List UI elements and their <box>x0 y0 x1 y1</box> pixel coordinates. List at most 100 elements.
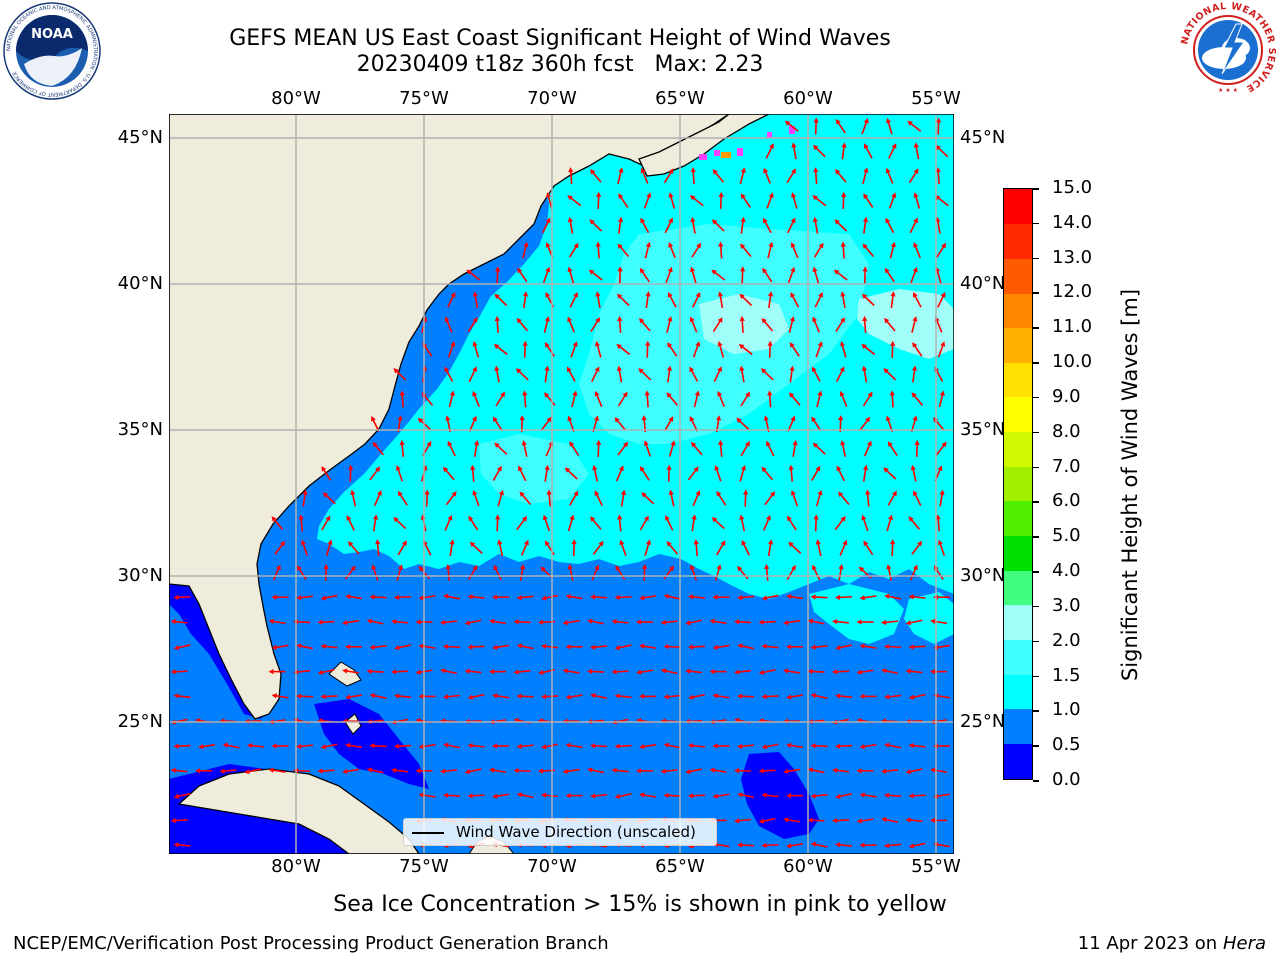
colorbar-tick-mark <box>1033 675 1039 678</box>
wave-direction-arrow <box>911 365 918 383</box>
wave-direction-arrow <box>546 192 553 209</box>
wave-direction-arrow <box>938 390 945 408</box>
wave-direction-arrow <box>913 292 922 308</box>
wave-direction-arrow <box>541 643 559 650</box>
wave-direction-arrow <box>908 644 926 650</box>
wave-direction-arrow <box>617 441 629 456</box>
colorbar-segment <box>1004 431 1032 467</box>
wave-direction-arrow <box>810 693 828 699</box>
wave-direction-arrow <box>344 565 356 580</box>
wave-direction-arrow <box>692 341 701 358</box>
wave-direction-arrow <box>513 669 531 675</box>
wave-direction-arrow <box>835 594 853 600</box>
colorbar-tick-label: 15.0 <box>1052 177 1093 198</box>
colorbar-tick-label: 2.0 <box>1052 629 1081 651</box>
wave-direction-arrow <box>861 514 869 532</box>
wave-direction-arrow <box>881 619 899 625</box>
wave-direction-arrow <box>734 669 752 675</box>
colorbar-segment <box>1004 639 1032 675</box>
wave-direction-arrow <box>495 391 506 407</box>
lon-tick-top: 80°W <box>271 88 321 109</box>
wave-direction-arrow <box>322 492 336 505</box>
wave-direction-arrow <box>712 743 730 749</box>
wave-direction-arrow <box>692 291 701 308</box>
colorbar-tick-label: 8.0 <box>1052 420 1081 442</box>
wave-direction-arrow <box>737 643 754 650</box>
wave-direction-arrow <box>492 743 509 749</box>
wave-direction-arrow <box>522 390 528 408</box>
wave-direction-arrow <box>840 241 846 259</box>
wave-direction-arrow <box>590 317 601 333</box>
wave-direction-arrow <box>668 192 676 209</box>
wave-direction-arrow <box>567 266 575 284</box>
wave-direction-arrow <box>665 266 673 284</box>
lat-tick-right: 35°N <box>960 419 1006 440</box>
wave-direction-arrow <box>668 292 677 308</box>
wave-direction-arrow <box>620 489 627 507</box>
wave-direction-arrow <box>350 489 357 507</box>
wave-direction-arrow <box>296 693 314 699</box>
wave-direction-arrow <box>617 266 623 284</box>
wave-direction-arrow <box>321 466 332 481</box>
wave-direction-arrow <box>910 464 917 482</box>
wave-direction-arrow <box>689 564 698 581</box>
wave-direction-arrow <box>838 491 850 506</box>
ocean-band-1-5-2-0 <box>479 434 589 504</box>
wave-direction-arrow <box>440 668 457 675</box>
wave-direction-arrow <box>884 842 902 849</box>
lon-tick-top: 55°W <box>911 88 961 109</box>
wave-direction-arrow <box>691 242 702 258</box>
wave-direction-arrow <box>494 315 500 333</box>
wave-direction-arrow <box>541 594 558 601</box>
colorbar-tick-mark <box>1033 466 1039 469</box>
wave-direction-arrow <box>369 466 381 481</box>
colorbar-tick-mark <box>1033 745 1039 747</box>
wave-direction-arrow <box>342 668 360 674</box>
wave-direction-arrow <box>320 594 338 601</box>
wave-direction-arrow <box>711 517 725 530</box>
wave-direction-arrow <box>862 167 869 185</box>
wave-direction-arrow <box>914 439 920 457</box>
wave-direction-arrow <box>348 464 354 482</box>
wave-direction-arrow <box>494 365 500 383</box>
wave-direction-arrow <box>544 365 550 383</box>
wave-direction-arrow <box>786 168 797 184</box>
wave-direction-arrow <box>913 490 922 506</box>
wave-direction-arrow <box>687 466 699 481</box>
wave-direction-arrow <box>587 668 605 675</box>
wave-direction-arrow <box>786 793 803 799</box>
wave-direction-arrow <box>617 243 630 258</box>
wave-direction-arrow <box>887 441 898 456</box>
wave-direction-arrow <box>516 643 534 650</box>
wave-direction-arrow <box>268 618 286 625</box>
wave-direction-arrow <box>587 618 604 625</box>
wave-direction-arrow <box>519 564 526 581</box>
wave-direction-arrow <box>371 415 380 432</box>
wave-direction-arrow <box>614 793 632 799</box>
wave-direction-arrow <box>714 564 722 581</box>
wave-direction-arrow <box>617 514 623 532</box>
wave-direction-arrow <box>375 539 381 557</box>
wave-direction-arrow <box>516 594 534 601</box>
wave-direction-arrow <box>492 693 510 699</box>
colorbar-tick-label: 1.5 <box>1052 664 1081 686</box>
wave-direction-arrow <box>170 669 188 675</box>
wave-direction-arrow <box>884 742 901 749</box>
wave-direction-arrow <box>713 366 722 382</box>
colorbar-tick-mark <box>1033 188 1039 190</box>
wave-direction-arrow <box>616 365 623 383</box>
wave-direction-arrow <box>611 767 629 774</box>
wave-direction-arrow <box>542 217 551 234</box>
wave-direction-arrow <box>660 619 678 625</box>
wave-direction-arrow <box>473 440 480 457</box>
wave-direction-arrow <box>587 767 604 774</box>
wave-direction-arrow <box>883 467 897 480</box>
wave-direction-arrow <box>617 391 628 407</box>
wave-direction-arrow <box>594 390 603 407</box>
wave-direction-arrow <box>663 644 681 650</box>
wave-direction-arrow <box>905 619 923 626</box>
colorbar-tick-mark <box>1033 780 1039 782</box>
wave-direction-arrow <box>567 216 574 234</box>
wave-direction-arrow <box>812 266 820 284</box>
wave-direction-arrow <box>519 491 532 506</box>
